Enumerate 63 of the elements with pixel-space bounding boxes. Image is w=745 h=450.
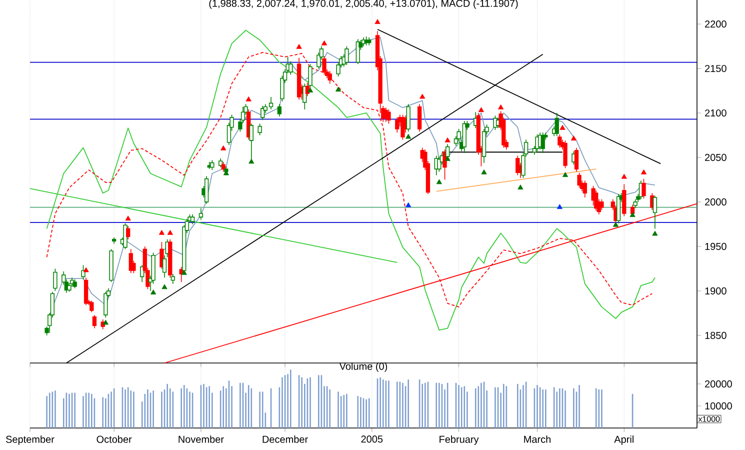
point xyxy=(640,169,647,174)
text: x1000 xyxy=(698,416,720,422)
point xyxy=(612,222,619,227)
point xyxy=(102,320,108,325)
point xyxy=(560,124,566,130)
x-tick-label: October xyxy=(96,436,132,443)
y-tick-label: 20000 xyxy=(705,380,732,388)
y-tick-label: 2150 xyxy=(705,64,726,72)
x-tick-label: September xyxy=(6,436,54,445)
y-tick-label: 2050 xyxy=(705,154,726,162)
point xyxy=(406,134,412,139)
chart-title: (1,988.33, 2,007.24, 1,970.01, 2,005.40, +13.0701), MACD (-11.1907) xyxy=(209,0,518,9)
point xyxy=(444,156,450,161)
point xyxy=(518,184,524,190)
point xyxy=(444,137,450,142)
chart-title: Volume (0) xyxy=(339,362,388,372)
y-tick-label: 2000 xyxy=(705,198,726,206)
candlestick xyxy=(198,208,204,220)
point xyxy=(248,158,254,164)
y-tick-label: 1850 xyxy=(705,332,726,339)
point xyxy=(481,169,487,174)
point xyxy=(220,145,226,150)
point xyxy=(498,104,504,110)
x-tick-label: February xyxy=(440,436,479,445)
point xyxy=(374,19,380,24)
x-tick-label: November xyxy=(178,436,224,443)
candlestick xyxy=(328,70,332,84)
candlestick xyxy=(92,314,97,329)
y-tick-label: 2100 xyxy=(705,109,726,117)
x-tick-label: December xyxy=(262,436,308,443)
point xyxy=(570,136,576,140)
point xyxy=(652,230,658,236)
point xyxy=(162,284,168,290)
point xyxy=(562,172,568,177)
y-tick-label: 1900 xyxy=(705,287,726,294)
point xyxy=(406,202,412,208)
point xyxy=(125,216,131,221)
point xyxy=(296,44,302,49)
point xyxy=(158,230,165,235)
point xyxy=(321,40,328,46)
x-tick-label: April xyxy=(614,436,634,445)
point xyxy=(181,270,187,275)
point xyxy=(478,107,484,112)
candlestick xyxy=(218,158,223,168)
point xyxy=(621,174,627,179)
point xyxy=(630,212,636,218)
point xyxy=(150,290,156,294)
point xyxy=(335,86,342,92)
y-tick-label: 1950 xyxy=(705,242,726,250)
point xyxy=(420,94,426,99)
point xyxy=(556,204,562,209)
x-tick-label: March xyxy=(524,436,550,443)
candlestick xyxy=(112,237,116,244)
x-tick-label: 2005 xyxy=(361,436,383,443)
y-tick-label: 2200 xyxy=(705,20,726,28)
point xyxy=(436,179,442,184)
point xyxy=(307,88,314,92)
candlestick xyxy=(126,226,130,240)
point xyxy=(83,267,89,272)
point xyxy=(167,230,173,235)
point xyxy=(246,96,252,102)
candlestick xyxy=(367,36,372,46)
y-tick-label: 10000 xyxy=(705,402,732,410)
